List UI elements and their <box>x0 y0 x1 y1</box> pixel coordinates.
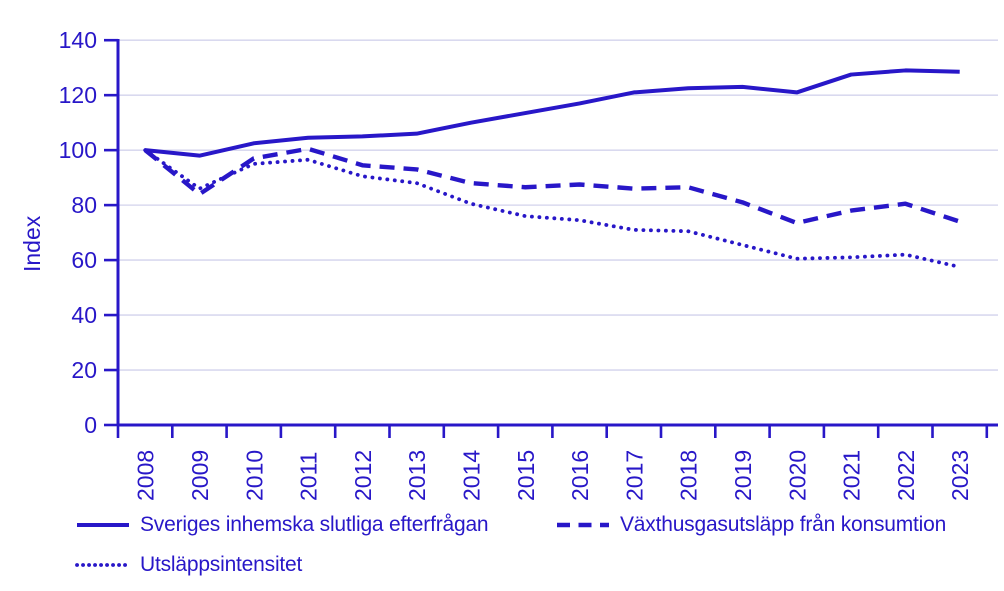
x-tick-label: 2016 <box>567 450 593 501</box>
legend-label-demand: Sveriges inhemska slutliga efterfrågan <box>140 513 489 536</box>
x-tick-label: 2010 <box>241 450 267 501</box>
series-line-dotted <box>143 148 962 269</box>
y-tick-label: 80 <box>71 192 97 218</box>
x-tick-label: 2018 <box>676 450 702 501</box>
series-line-dashed <box>143 146 961 226</box>
y-tick-label: 140 <box>59 27 97 53</box>
x-tick-label: 2020 <box>784 450 810 501</box>
x-tick-label: 2023 <box>947 450 973 501</box>
x-tick-label: 2022 <box>893 450 919 501</box>
x-tick-label: 2019 <box>730 450 756 501</box>
x-tick-label: 2013 <box>404 450 430 501</box>
x-tick-label: 2011 <box>296 452 322 501</box>
y-tick-label: 40 <box>71 302 97 328</box>
y-axis-title: Index <box>19 215 45 272</box>
series-line-solid <box>144 68 960 158</box>
legend-item-emissions: Växthusgasutsläpp från konsumtion <box>555 512 946 538</box>
y-tick-label: 0 <box>84 412 97 438</box>
x-tick-label: 2012 <box>350 450 376 501</box>
x-tick-label: 2015 <box>513 450 539 501</box>
y-tick-label: 120 <box>59 82 97 108</box>
x-tick-label: 2017 <box>621 450 647 501</box>
dashed-line-swatch-icon <box>557 522 609 528</box>
y-tick-label: 20 <box>71 357 97 383</box>
dotted-line-swatch-icon <box>75 563 131 567</box>
legend-label-emissions: Växthusgasutsläpp från konsumtion <box>620 513 947 536</box>
legend-item-demand: Sveriges inhemska slutliga efterfrågan <box>75 512 489 538</box>
x-tick-label: 2014 <box>459 450 485 501</box>
legend-label-intensity: Utsläppsintensitet <box>140 553 303 576</box>
legend-item-intensity: Utsläppsintensitet <box>75 552 302 578</box>
x-tick-label: 2009 <box>187 450 213 501</box>
x-tick-label: 2021 <box>839 450 865 501</box>
solid-line-swatch-icon <box>77 523 129 527</box>
x-tick-label: 2008 <box>133 450 159 501</box>
y-tick-label: 60 <box>71 247 97 273</box>
y-tick-label: 100 <box>59 137 97 163</box>
